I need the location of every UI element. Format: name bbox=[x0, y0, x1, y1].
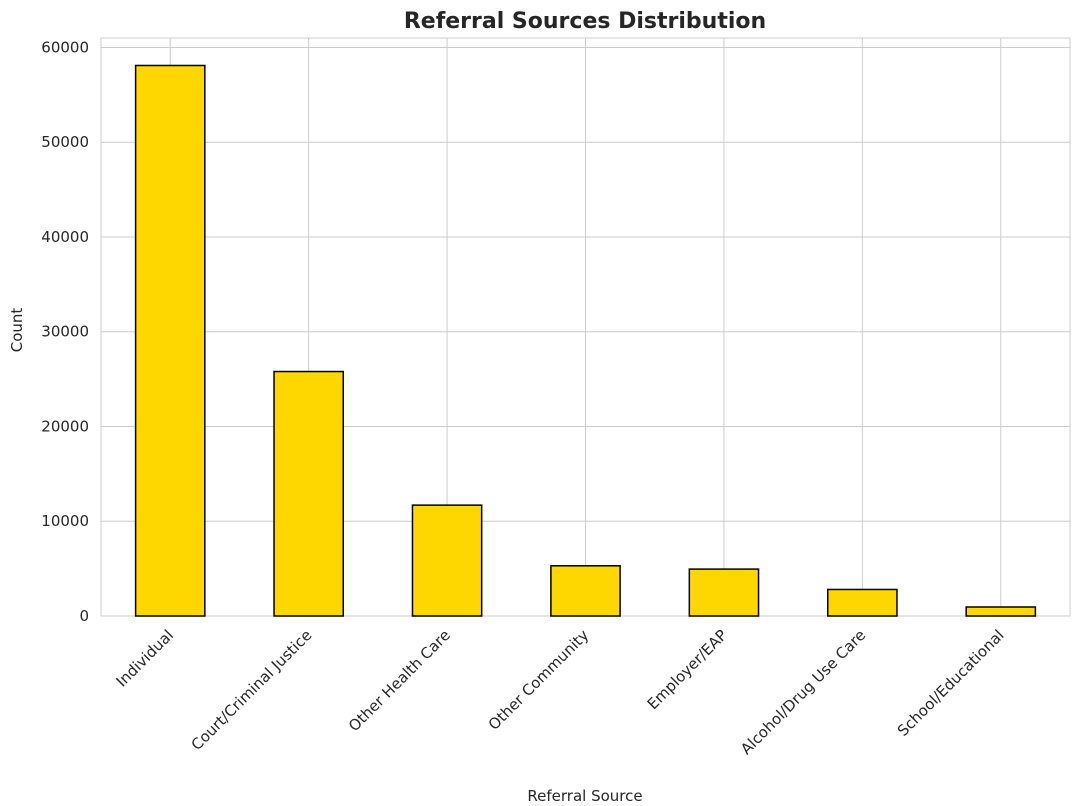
x-tick-label: School/Educational bbox=[894, 626, 1008, 740]
x-tick-labels: Individual Court/Criminal Justice Other He… bbox=[113, 626, 1008, 758]
grid-layer bbox=[101, 38, 1070, 617]
bar-layer bbox=[134, 64, 1037, 617]
y-axis-label: Count bbox=[8, 308, 26, 353]
y-tick-label: 10000 bbox=[41, 512, 89, 530]
x-axis-label: Referral Source bbox=[527, 787, 642, 805]
bar-court-criminal-justice bbox=[273, 370, 344, 617]
x-tick-label: Other Community bbox=[485, 626, 593, 734]
y-tick-label: 0 bbox=[79, 607, 89, 625]
y-tick-label: 40000 bbox=[41, 228, 89, 246]
bar-employer-eap bbox=[688, 568, 760, 617]
x-tick-label: Alcohol/Drug Use Care bbox=[737, 626, 869, 758]
x-tick-label: Other Health Care bbox=[345, 626, 454, 735]
bar-other-community bbox=[550, 565, 621, 617]
y-tick-label: 60000 bbox=[41, 38, 89, 56]
y-tick-label: 50000 bbox=[41, 133, 89, 151]
x-tick-label: Individual bbox=[113, 626, 177, 690]
bar-other-health-care bbox=[411, 504, 483, 617]
chart-title: Referral Sources Distribution bbox=[404, 9, 766, 34]
bar-alcohol-drug-use-care bbox=[827, 588, 898, 617]
bar-school-educational bbox=[965, 606, 1037, 617]
y-tick-labels: 0 10000 20000 30000 40000 50000 60000 bbox=[41, 38, 89, 625]
y-tick-label: 20000 bbox=[41, 417, 89, 435]
x-tick-label: Court/Criminal Justice bbox=[188, 626, 316, 754]
bar-individual bbox=[134, 64, 206, 617]
y-tick-label: 30000 bbox=[41, 323, 89, 341]
x-tick-label: Employer/EAP bbox=[644, 626, 731, 713]
